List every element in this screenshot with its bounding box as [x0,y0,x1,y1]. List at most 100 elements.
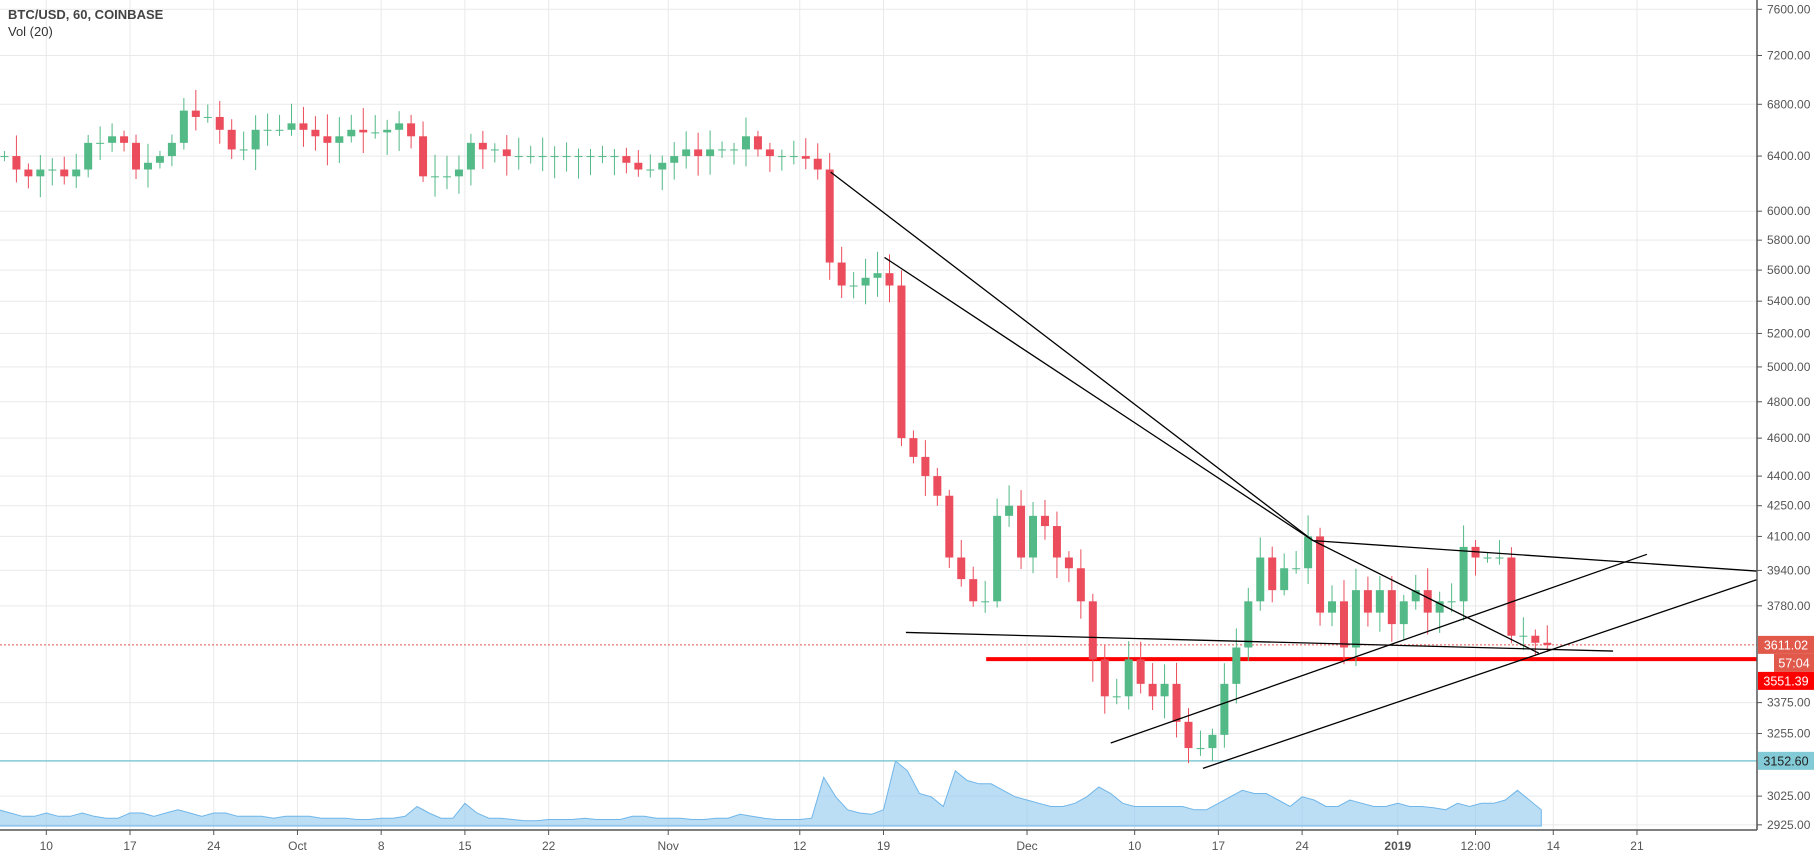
y-tick-label: 2925.00 [1767,818,1811,832]
candle-body [1172,683,1181,722]
y-tick-label: 3255.00 [1767,727,1811,741]
y-tick-label: 7200.00 [1767,48,1811,62]
candle-body [359,129,368,133]
candle-body [1519,635,1528,637]
x-tick-label: 17 [123,839,137,853]
candle-body [155,156,164,163]
candle-body [849,285,858,287]
candle-body [825,169,834,263]
candle-body [108,136,117,143]
trend-line[interactable] [1110,553,1648,744]
candle-body [861,277,870,286]
trend-line[interactable] [884,256,1314,542]
price-labels: 3611.02 57:04 3551.39 3152.60 [1758,635,1814,770]
candle-body [1052,526,1061,558]
x-tick-label: 15 [458,839,472,853]
candle-body [718,149,727,151]
trend-line[interactable] [905,631,1614,652]
candle-body [84,142,93,170]
candle-body [24,169,33,177]
candle-body [646,169,655,171]
candle-body [969,579,978,602]
candle-body [993,515,1002,602]
candle-body [909,438,918,457]
x-tick-label: 10 [40,839,54,853]
candle-body [371,132,380,134]
candle-body [1411,590,1420,602]
chart-legend: BTC/USD, 60, COINBASE Vol (20) [8,6,163,40]
candle-body [323,136,332,143]
candle-body [538,156,547,158]
candle-body [1040,515,1049,527]
horizontal-lines [0,644,1757,762]
candle-body [981,601,990,603]
x-tick-label: 19 [877,839,891,853]
volume-indicator-label[interactable]: Vol (20) [8,24,53,39]
candle-body [466,142,475,170]
bar-countdown-label-bg [1774,653,1814,672]
candle-body [586,156,595,158]
candle-body [765,149,774,157]
candle-body [873,273,882,278]
candle-body [741,136,750,150]
y-tick-label: 6000.00 [1767,204,1811,218]
candle-body [227,129,236,150]
candle-body [945,495,954,558]
candle-body [1196,748,1205,750]
candle-body [1064,557,1073,569]
candle-body [682,149,691,157]
candle-body [215,116,224,130]
candle-body [957,557,966,580]
trend-lines[interactable] [830,171,1757,769]
candle-body [203,116,212,118]
candle-body [885,273,894,286]
candle-body [1268,557,1277,591]
candle-body [1005,505,1014,516]
y-tick-label: 4250.00 [1767,499,1811,513]
candle-body [514,156,523,158]
candle-body [132,142,141,170]
x-tick-label: 17 [1212,839,1226,853]
y-tick-label: 3940.00 [1767,563,1811,577]
candle-body [670,156,679,163]
candle-body [1351,590,1360,648]
y-tick-label: 5600.00 [1767,263,1811,277]
y-tick-label: 5000.00 [1767,360,1811,374]
candle-body [1160,683,1169,697]
candle-body [1076,568,1085,602]
candle-body [0,156,9,158]
y-tick-label: 7600.00 [1767,2,1811,16]
candle-body [335,136,344,143]
y-tick-label: 4600.00 [1767,431,1811,445]
candle-body [478,142,487,150]
y-tick-label: 3780.00 [1767,599,1811,613]
trend-line[interactable] [1312,540,1540,654]
candle-body [60,169,69,177]
candle-body [1256,557,1265,602]
candle-body [419,136,428,177]
candles [0,89,1552,764]
trend-line[interactable] [1202,579,1757,769]
candle-body [395,123,404,130]
x-tick-label: Dec [1016,839,1037,853]
x-tick-label: 14 [1547,839,1561,853]
candle-body [1244,601,1253,648]
candle-body [1232,647,1241,684]
candle-body [1375,590,1384,613]
candle-body [179,110,188,143]
last-price-label-bg [1758,635,1814,654]
candle-body [1399,601,1408,625]
volume-panel [0,760,1542,827]
candle-body [48,169,57,171]
candle-body [347,129,356,137]
trend-line[interactable] [830,171,1314,542]
grid [0,0,1757,830]
candle-body [1292,568,1301,570]
candle-body [1328,601,1337,613]
candle-body [1220,683,1229,735]
trend-line[interactable] [1313,539,1757,572]
candle-body [454,169,463,177]
horizontal-line-price-label: 3152.60 [1763,754,1808,768]
